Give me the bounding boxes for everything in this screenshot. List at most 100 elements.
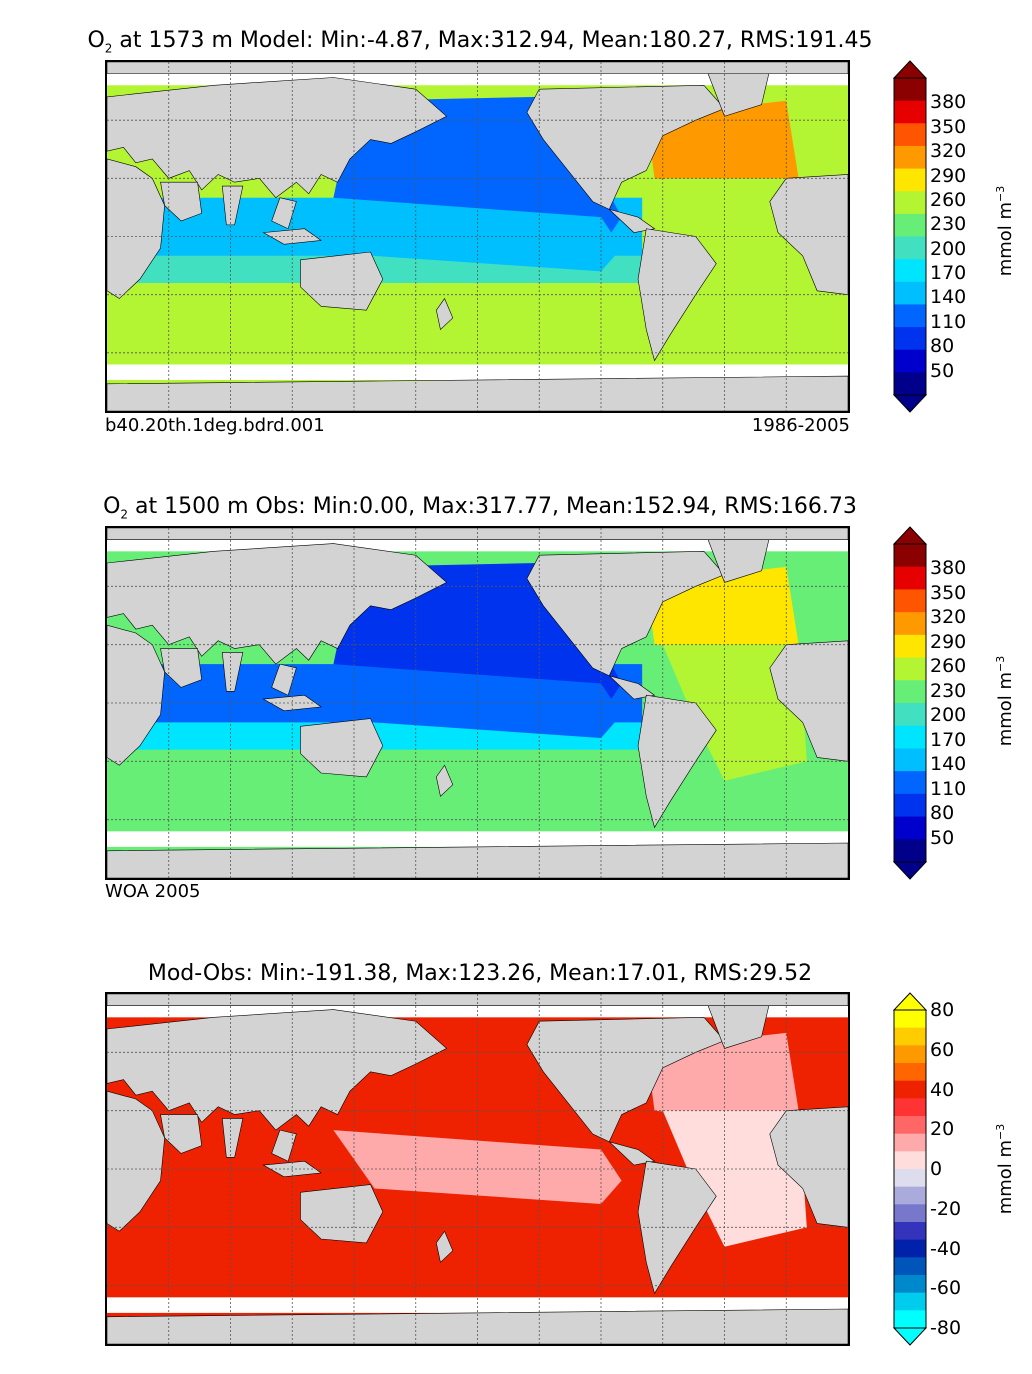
colorbar-extend-min xyxy=(893,1327,927,1346)
colorbar-tick-label: 110 xyxy=(930,310,967,333)
colorbar-tick-label: 320 xyxy=(930,140,967,163)
land-mass xyxy=(436,299,452,330)
colorbar-tick-label: -40 xyxy=(930,1237,962,1260)
colorbar-segment xyxy=(894,1222,926,1241)
colorbar-segment xyxy=(894,1010,926,1029)
colorbar-segment xyxy=(894,191,926,215)
colorbar-segment xyxy=(894,1045,926,1064)
colorbar-segment xyxy=(894,1239,926,1258)
land-mass xyxy=(161,1115,202,1154)
footer-left: b40.20th.1deg.bdrd.001 xyxy=(105,415,325,436)
colorbar-segment xyxy=(894,544,926,568)
colorbar-extend-max xyxy=(893,992,927,1011)
map-plot xyxy=(105,992,850,1346)
missing-antarctic xyxy=(107,831,848,847)
colorbar-tick-label: 20 xyxy=(930,1118,955,1141)
colorbar-tick-label: 50 xyxy=(930,359,955,382)
colorbar-segment xyxy=(894,612,926,636)
ocean-atlantic xyxy=(662,1110,807,1247)
world-map xyxy=(107,62,848,411)
land-mass xyxy=(272,1130,297,1161)
world-map xyxy=(107,528,848,878)
colorbar-tick-label: 170 xyxy=(930,728,967,751)
colorbar-segment xyxy=(894,1116,926,1135)
missing-antarctic xyxy=(107,1297,848,1313)
land-mass xyxy=(161,649,202,688)
world-map xyxy=(107,994,848,1344)
colorbar-segment xyxy=(894,349,926,373)
colorbar-segment xyxy=(894,1063,926,1082)
colorbar-segment xyxy=(894,1310,926,1329)
colorbar-tick-label: 80 xyxy=(930,802,955,825)
ocean-atlantic xyxy=(662,644,807,781)
colorbar xyxy=(893,992,927,1346)
colorbar-tick-label: 60 xyxy=(930,1038,955,1061)
colorbar-tick-label: 230 xyxy=(930,213,967,236)
colorbar-tick-label: 260 xyxy=(930,188,967,211)
land-mass xyxy=(107,625,165,765)
colorbar-segment xyxy=(894,259,926,283)
map-plot xyxy=(105,526,850,880)
land-mass xyxy=(609,209,654,232)
title-species: O xyxy=(103,494,121,519)
colorbar-segment xyxy=(894,1257,926,1276)
colorbar-segment xyxy=(894,168,926,192)
colorbar-segment xyxy=(894,236,926,260)
land-mass xyxy=(107,159,165,299)
land-mass xyxy=(436,765,452,796)
colorbar-tick-label: 350 xyxy=(930,581,967,604)
colorbar-tick-label: 110 xyxy=(930,777,967,800)
colorbar-segment xyxy=(894,1292,926,1311)
map-plot xyxy=(105,60,850,413)
colorbar-segment xyxy=(894,123,926,147)
land-mass xyxy=(609,1142,654,1165)
land-mass xyxy=(638,1161,716,1293)
colorbar-segment xyxy=(894,1275,926,1294)
colorbar-segment xyxy=(894,1080,926,1099)
colorbar-tick-label: 260 xyxy=(930,655,967,678)
colorbar-tick-label: -80 xyxy=(930,1317,962,1339)
colorbar-segment xyxy=(894,1133,926,1152)
land-mass xyxy=(638,229,716,361)
missing-antarctic xyxy=(107,364,848,380)
land-mass xyxy=(222,652,243,691)
colorbar-segment xyxy=(894,748,926,772)
land-mass xyxy=(436,1231,452,1262)
colorbar-tick-label: 290 xyxy=(930,630,967,653)
panel-model: O2 at 1573 m Model: Min:-4.87, Max:312.9… xyxy=(0,0,1032,460)
colorbar-segment xyxy=(894,793,926,818)
colorbar-segment xyxy=(894,589,926,613)
colorbar-segment xyxy=(894,1169,926,1188)
footer-left: WOA 2005 xyxy=(105,881,201,902)
land-mass xyxy=(638,695,716,827)
colorbar-segment xyxy=(894,327,926,351)
colorbar-tick-label: 50 xyxy=(930,826,955,849)
land-mass xyxy=(222,186,243,225)
colorbar-segment xyxy=(894,78,926,102)
colorbar-tick-label: 170 xyxy=(930,262,967,285)
colorbar-segment xyxy=(894,566,926,590)
colorbar-segment xyxy=(894,816,926,840)
colorbar-tick-label: 40 xyxy=(930,1078,955,1101)
title-subscript: 2 xyxy=(104,41,113,56)
colorbar-segment xyxy=(894,1027,926,1046)
footer-right: 1986-2005 xyxy=(751,415,850,436)
title-text: Mod-Obs: Min:-191.38, Max:123.26, Mean:1… xyxy=(147,961,813,986)
title-subscript: 2 xyxy=(120,507,129,522)
colorbar-tick-label: 140 xyxy=(930,753,967,776)
colorbar-tick-label: 200 xyxy=(930,704,967,727)
colorbar-segment xyxy=(894,372,926,396)
colorbar-tick-label: -20 xyxy=(930,1197,962,1220)
colorbar xyxy=(893,60,927,413)
colorbar-segment xyxy=(894,1098,926,1117)
colorbar-segment xyxy=(894,145,926,170)
colorbar-extend-min xyxy=(893,861,927,880)
colorbar-tick-label: 290 xyxy=(930,164,967,187)
colorbar-segment xyxy=(894,634,926,659)
colorbar-segment xyxy=(894,281,926,305)
land-mass xyxy=(107,544,447,665)
colorbar-segment xyxy=(894,680,926,704)
land-mass xyxy=(609,676,654,699)
land-mass xyxy=(300,719,382,777)
